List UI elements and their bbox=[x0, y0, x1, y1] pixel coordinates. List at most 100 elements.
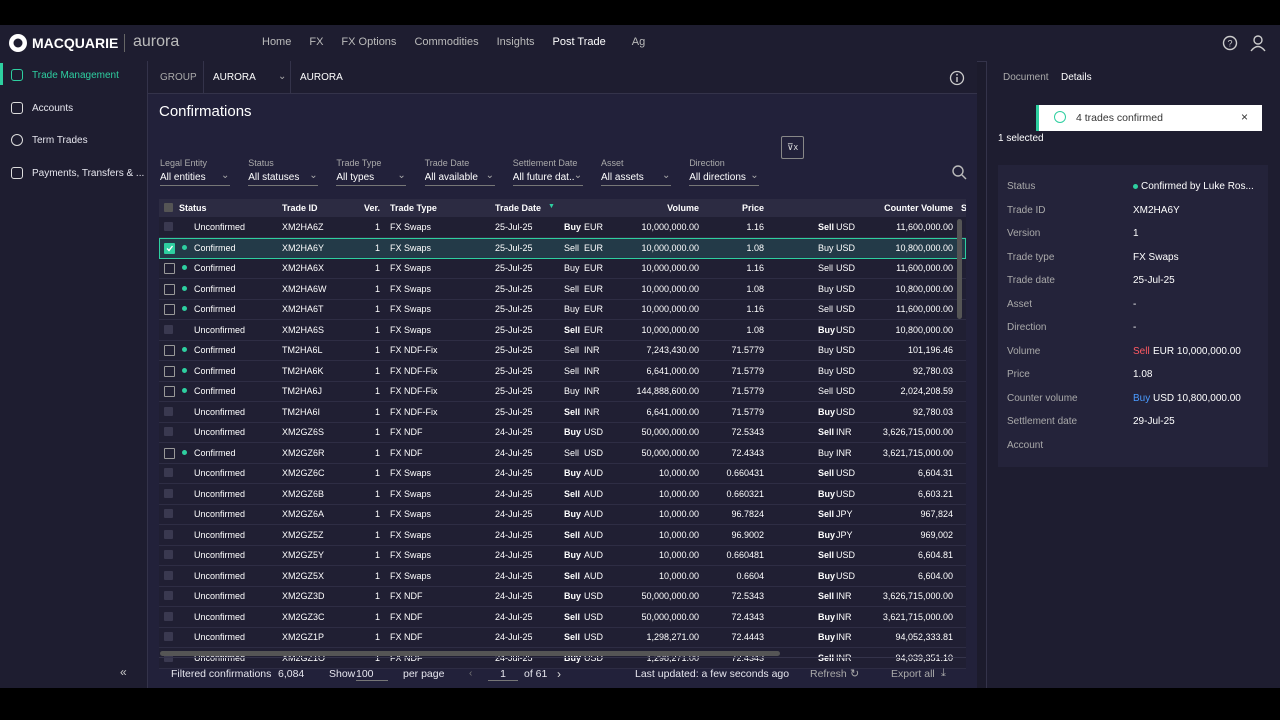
group-select[interactable]: AURORA bbox=[213, 72, 256, 83]
column-header[interactable]: Trade ID bbox=[282, 203, 318, 213]
status: Unconfirmed bbox=[194, 550, 245, 560]
table-row[interactable]: ConfirmedTM2HA6K1FX NDF-Fix25-Jul-25Sell… bbox=[159, 361, 966, 382]
checkbox[interactable] bbox=[164, 448, 175, 459]
filter-label: Legal Entity bbox=[160, 158, 207, 168]
checkbox[interactable] bbox=[164, 243, 175, 254]
counter-side: Buy bbox=[818, 448, 834, 458]
table-row[interactable]: UnconfirmedXM2HA6Z1FX Swaps25-Jul-25BuyS… bbox=[159, 217, 966, 238]
filter-value[interactable]: All types bbox=[336, 172, 398, 183]
scrollbar[interactable] bbox=[957, 219, 962, 319]
sidebar-item[interactable]: Term Trades bbox=[32, 135, 88, 146]
table-row[interactable]: ConfirmedXM2HA6X1FX Swaps25-Jul-25BuySel… bbox=[159, 258, 966, 279]
filter-value[interactable]: All available bbox=[425, 172, 487, 183]
column-header[interactable]: Status bbox=[179, 203, 207, 213]
table-row[interactable]: UnconfirmedXM2GZ6B1FX Swaps24-Jul-25Sell… bbox=[159, 484, 966, 505]
toast-close[interactable]: × bbox=[1241, 110, 1248, 124]
nav-tab[interactable]: Ag bbox=[632, 25, 663, 61]
table-row[interactable]: ConfirmedTM2HA6L1FX NDF-Fix25-Jul-25Sell… bbox=[159, 340, 966, 361]
volume: 10,000.00 bbox=[659, 550, 699, 560]
filter-value[interactable]: All entities bbox=[160, 172, 222, 183]
table-row[interactable]: ConfirmedXM2HA6W1FX Swaps25-Jul-25SellBu… bbox=[159, 279, 966, 300]
trade-type: FX Swaps bbox=[390, 489, 431, 499]
table-row[interactable]: UnconfirmedXM2GZ6A1FX Swaps24-Jul-25BuyS… bbox=[159, 504, 966, 525]
volume: 50,000,000.00 bbox=[641, 591, 699, 601]
filter-value[interactable]: All assets bbox=[601, 172, 663, 183]
collapse-icon[interactable]: « bbox=[120, 665, 127, 679]
nav-tab[interactable]: Commodities bbox=[414, 25, 496, 61]
table-row[interactable]: ConfirmedXM2HA6T1FX Swaps25-Jul-25BuySel… bbox=[159, 299, 966, 320]
checkbox[interactable] bbox=[164, 366, 175, 377]
h-scrollbar[interactable] bbox=[160, 651, 780, 656]
status-dot bbox=[1133, 184, 1138, 189]
search-icon[interactable] bbox=[951, 164, 967, 180]
table-row[interactable]: UnconfirmedTM2HA6I1FX NDF-Fix25-Jul-25Se… bbox=[159, 402, 966, 423]
trade-id: XM2GZ5X bbox=[282, 571, 324, 581]
table-row[interactable]: UnconfirmedXM2GZ5X1FX Swaps24-Jul-25Sell… bbox=[159, 566, 966, 587]
status: Unconfirmed bbox=[194, 632, 245, 642]
table-row[interactable]: UnconfirmedXM2GZ1P1FX NDF24-Jul-25SellBu… bbox=[159, 627, 966, 648]
checkbox[interactable] bbox=[164, 386, 175, 397]
table-row[interactable]: UnconfirmedXM2GZ5Z1FX Swaps24-Jul-25Sell… bbox=[159, 525, 966, 546]
prev-page[interactable]: ‹ bbox=[469, 668, 472, 679]
table-row[interactable]: UnconfirmedXM2GZ5Y1FX Swaps24-Jul-25BuyS… bbox=[159, 545, 966, 566]
clear-filters[interactable]: ⊽x bbox=[781, 136, 804, 159]
divider bbox=[290, 61, 291, 93]
trade-id: XM2HA6X bbox=[282, 263, 324, 273]
info-icon[interactable] bbox=[949, 70, 965, 86]
footer-refresh[interactable]: Refresh bbox=[810, 668, 847, 680]
volume: 7,243,430.00 bbox=[646, 345, 699, 355]
footer-export[interactable]: Export all bbox=[891, 668, 935, 680]
table-row[interactable]: ConfirmedTM2HA6J1FX NDF-Fix25-Jul-25BuyS… bbox=[159, 381, 966, 402]
column-header[interactable]: Trade Type bbox=[390, 203, 437, 213]
nav-tab[interactable]: Home bbox=[262, 25, 309, 61]
detail-label: Account bbox=[1007, 440, 1043, 451]
trade-date: 25-Jul-25 bbox=[495, 263, 533, 273]
detail-label: Asset bbox=[1007, 299, 1032, 310]
price: 72.4343 bbox=[731, 612, 764, 622]
ccy: EUR bbox=[584, 243, 603, 253]
nav-tab[interactable]: Post Trade bbox=[545, 25, 614, 63]
counter-volume: 6,603.21 bbox=[918, 489, 953, 499]
column-header[interactable]: Price bbox=[742, 203, 764, 213]
footer-page[interactable]: 1 bbox=[488, 668, 518, 681]
table-row[interactable]: UnconfirmedXM2GZ3D1FX NDF24-Jul-25BuySel… bbox=[159, 586, 966, 607]
panel-tab[interactable]: Details bbox=[1061, 72, 1092, 83]
checkbox[interactable] bbox=[164, 284, 175, 295]
nav-tab[interactable]: FX bbox=[309, 25, 341, 61]
sidebar-item[interactable]: Accounts bbox=[32, 103, 73, 114]
filter-value[interactable]: All directions bbox=[689, 172, 751, 183]
table-row[interactable]: ConfirmedXM2HA6Y1FX Swaps25-Jul-25SellBu… bbox=[159, 238, 966, 259]
counter-ccy: INR bbox=[836, 632, 852, 642]
status: Unconfirmed bbox=[194, 325, 245, 335]
table-row[interactable]: UnconfirmedXM2GZ6S1FX NDF24-Jul-25BuySel… bbox=[159, 422, 966, 443]
checkbox[interactable] bbox=[164, 304, 175, 315]
counter-volume: 94,052,333.81 bbox=[895, 632, 953, 642]
status: Confirmed bbox=[194, 304, 236, 314]
column-header[interactable]: Volume bbox=[667, 203, 699, 213]
table-row[interactable]: UnconfirmedXM2GZ6C1FX Swaps24-Jul-25BuyS… bbox=[159, 463, 966, 484]
checkbox[interactable] bbox=[164, 345, 175, 356]
chevron: ⌄ bbox=[750, 170, 758, 181]
header-checkbox[interactable] bbox=[164, 203, 173, 212]
footer-page-size[interactable]: 100 bbox=[356, 668, 388, 681]
checkbox[interactable] bbox=[164, 263, 175, 274]
column-header[interactable]: Counter Volume bbox=[884, 203, 953, 213]
ver: 1 bbox=[375, 407, 380, 417]
next-page[interactable]: › bbox=[557, 667, 561, 681]
column-header[interactable]: Ver. bbox=[364, 203, 380, 213]
panel-tab[interactable]: Document bbox=[1003, 72, 1049, 83]
sidebar-item[interactable]: Payments, Transfers & ... bbox=[32, 168, 144, 179]
nav-tab[interactable]: FX Options bbox=[341, 25, 414, 61]
filter-value[interactable]: All future dat... bbox=[513, 172, 575, 183]
checkbox bbox=[164, 489, 173, 498]
trade-type: FX NDF bbox=[390, 591, 423, 601]
table-row[interactable]: UnconfirmedXM2HA6S1FX Swaps25-Jul-25Sell… bbox=[159, 320, 966, 341]
volume: 6,641,000.00 bbox=[646, 366, 699, 376]
column-header[interactable]: S bbox=[961, 203, 966, 213]
filter-value[interactable]: All statuses bbox=[248, 172, 310, 183]
column-header[interactable]: Trade Date bbox=[495, 203, 541, 213]
sidebar-item[interactable]: Trade Management bbox=[32, 70, 119, 81]
counter-side: Sell bbox=[818, 427, 834, 437]
table-row[interactable]: UnconfirmedXM2GZ3C1FX NDF24-Jul-25SellBu… bbox=[159, 607, 966, 628]
table-row[interactable]: ConfirmedXM2GZ6R1FX NDF24-Jul-25SellBuyU… bbox=[159, 443, 966, 464]
